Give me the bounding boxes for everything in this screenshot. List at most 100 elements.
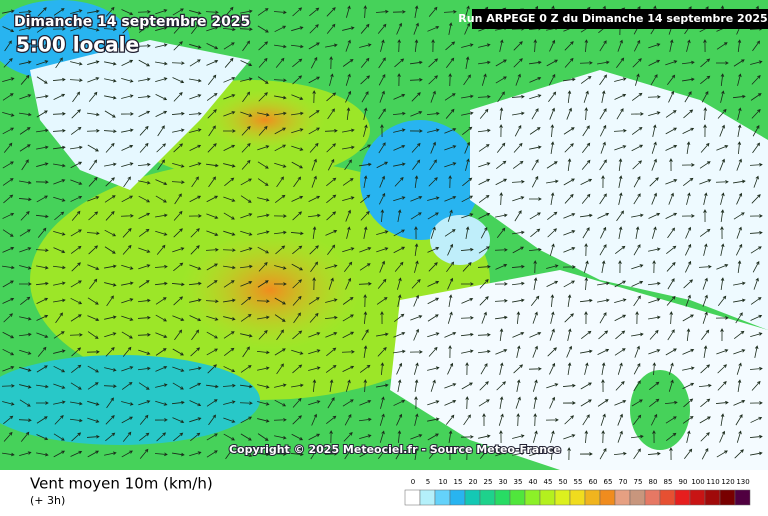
wind-arrow [173,228,183,238]
wind-arrow [19,229,31,237]
wind-arrow [631,144,644,152]
wind-arrow [377,23,387,34]
wind-arrow [241,142,251,153]
wind-arrow [444,145,457,151]
wind-arrow [516,311,521,325]
wind-arrow [580,330,592,339]
wind-arrow [396,362,403,375]
wind-arrow [54,211,65,221]
wind-arrow [36,384,49,389]
time-label: 5:00 locale [16,33,139,57]
wind-arrow [189,59,201,67]
wind-arrow [326,177,337,187]
wind-arrow [206,195,219,203]
wind-arrow [156,143,166,153]
wind-arrow [205,248,219,252]
wind-arrow [240,384,253,389]
wind-arrow [685,294,691,307]
wind-arrow [139,142,149,153]
legend-tick-label: 0 [411,478,415,486]
wind-arrow [682,127,695,134]
wind-arrow [207,143,217,153]
wind-arrow [329,430,333,444]
wind-arrow [380,209,385,223]
wind-arrow [411,92,421,102]
wind-arrow [359,364,371,373]
wind-arrow [222,129,236,133]
wind-arrow [681,60,695,65]
wind-arrow [495,315,508,320]
wind-arrow [240,9,253,14]
wind-arrow [292,58,303,68]
wind-arrow [579,61,593,65]
wind-arrow [19,247,32,253]
wind-arrow [414,413,419,426]
wind-arrow [241,296,252,306]
wind-arrow [70,280,82,288]
wind-arrow [634,345,640,358]
wind-arrow [532,430,538,443]
wind-arrow [122,244,132,255]
wind-arrow [137,366,151,371]
wind-arrow [665,144,678,151]
wind-arrow [616,108,624,120]
wind-arrow [413,362,419,375]
wind-arrow [648,349,661,355]
wind-arrow [53,163,66,168]
wind-arrow [69,333,83,337]
wind-arrow [414,39,419,53]
color-swatch [524,489,541,506]
wind-arrow [137,94,151,99]
wind-arrow [345,379,351,392]
wind-arrow [1,384,15,388]
wind-arrow [633,380,641,392]
wind-arrow [580,349,593,354]
legend-tick-label: 120 [721,478,734,486]
wind-arrow [563,178,575,186]
wind-arrow [549,396,556,409]
wind-arrow [190,23,200,34]
wind-arrow [617,413,623,426]
wind-arrow [19,265,32,270]
wind-arrow [584,243,588,257]
wind-arrow [52,27,66,31]
wind-arrow [325,364,337,373]
wind-arrow [363,175,368,188]
wind-arrow [242,346,250,358]
wind-arrow [686,192,691,205]
wind-arrow [87,77,100,83]
wind-arrow [172,452,185,457]
wind-arrow [444,128,457,134]
wind-arrow [448,22,453,35]
wind-arrow [360,75,371,85]
wind-arrow [241,125,251,136]
wind-arrow [550,192,555,205]
wind-arrow [206,92,218,101]
wind-arrow [71,40,81,51]
wind-arrow [35,401,49,405]
wind-arrow [736,226,742,239]
wind-arrow [325,43,338,48]
legend-tick-label: 130 [736,478,749,486]
wind-arrow [208,176,216,188]
wind-arrow [19,94,32,100]
wind-arrow [275,245,286,255]
wind-arrow [274,162,287,168]
wind-arrow [665,110,677,118]
wind-arrow [206,280,218,288]
wind-arrow [545,418,559,422]
wind-arrow [428,177,438,187]
wind-arrow [397,379,402,392]
wind-arrow [686,430,691,443]
wind-arrow [223,163,236,168]
wind-arrow [139,432,150,442]
wind-arrow [750,246,762,254]
wind-arrow [549,107,555,120]
wind-arrow [427,433,439,441]
wind-arrow [444,195,457,202]
wind-arrow [496,227,506,238]
wind-arrow [36,452,49,457]
wind-arrow [240,247,253,253]
legend-tick-label: 90 [679,478,688,486]
wind-arrow [70,450,83,457]
